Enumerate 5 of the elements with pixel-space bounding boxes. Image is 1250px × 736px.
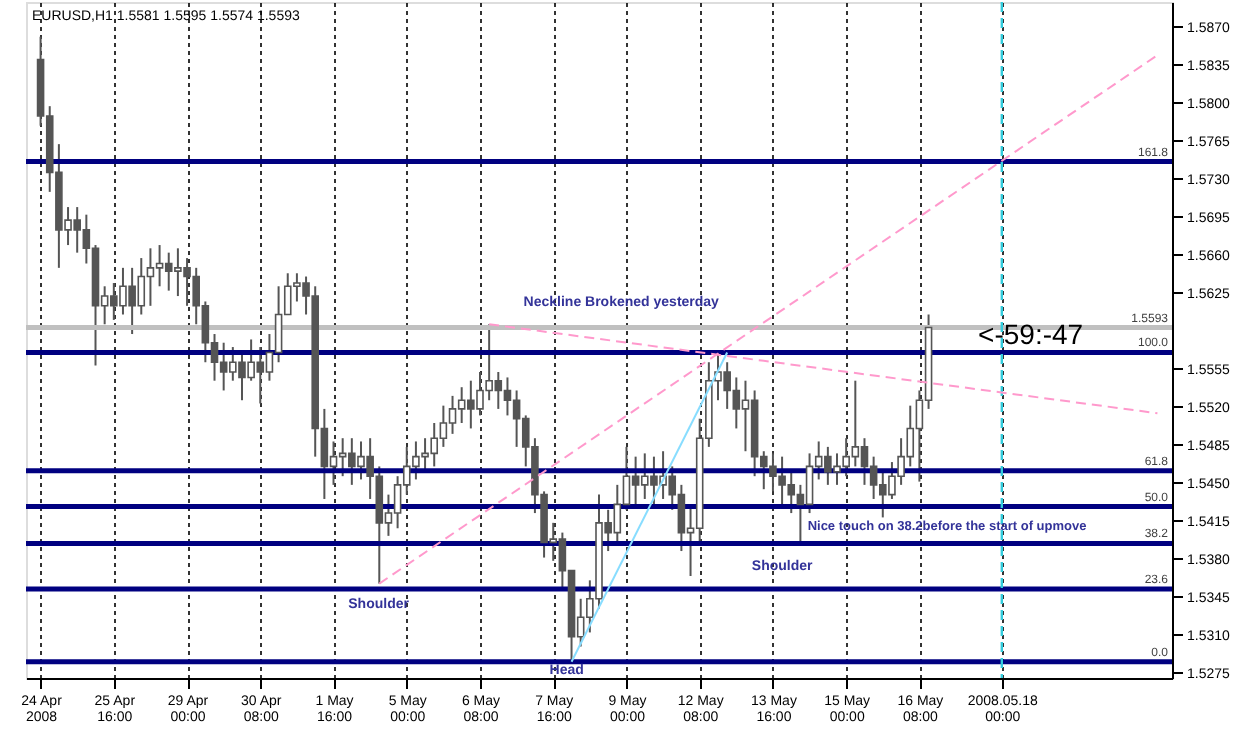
candlestick bbox=[448, 394, 457, 435]
candlestick bbox=[503, 376, 512, 417]
annotation: <-59:-47 bbox=[978, 318, 1084, 350]
candlestick bbox=[860, 437, 869, 486]
candlestick bbox=[741, 379, 750, 453]
